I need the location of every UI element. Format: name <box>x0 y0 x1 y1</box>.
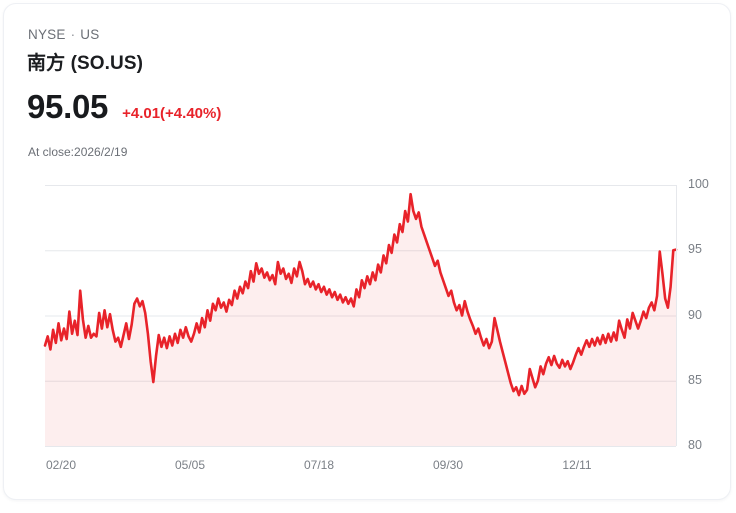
price-line <box>43 192 678 397</box>
page-title: 南方 (SO.US) <box>27 53 144 74</box>
price-change: +4.01(+4.40%) <box>122 105 222 122</box>
x-axis-tick-label: 07/18 <box>303 458 335 472</box>
chart-gridlines <box>45 185 676 447</box>
current-price: 95.05 <box>27 88 109 125</box>
y-axis-tick-label: 80 <box>688 438 702 452</box>
price-area-fill <box>45 194 676 446</box>
at-close-timestamp: At close:2026/2/19 <box>28 145 128 159</box>
y-axis-tick-label: 95 <box>688 242 702 257</box>
x-axis-tick-label: 05/05 <box>174 458 206 472</box>
y-axis-tick-label: 100 <box>688 177 709 191</box>
y-axis-tick-label: 85 <box>688 372 702 387</box>
separator-dot: · <box>70 27 76 42</box>
x-axis-tick-label: 12/11 <box>562 458 592 472</box>
exchange-label: NYSE <box>28 27 66 42</box>
region-label: US <box>80 27 100 42</box>
y-axis-tick-label: 90 <box>688 307 702 322</box>
exchange-region-line: NYSE · US <box>28 27 99 42</box>
x-axis-tick-label: 02/20 <box>45 458 77 472</box>
price-row: 95.05 +4.01(+4.40%) <box>27 90 221 123</box>
price-chart-svg <box>43 185 678 447</box>
x-axis-tick-label: 09/30 <box>432 458 464 472</box>
price-chart[interactable]: 100 95 90 85 80 02/20 05/05 07/18 09/30 12/11 <box>4 167 730 487</box>
stock-quote-card: NYSE · US 南方 (SO.US) 95.05 +4.01(+4.40%) A… <box>3 3 731 500</box>
